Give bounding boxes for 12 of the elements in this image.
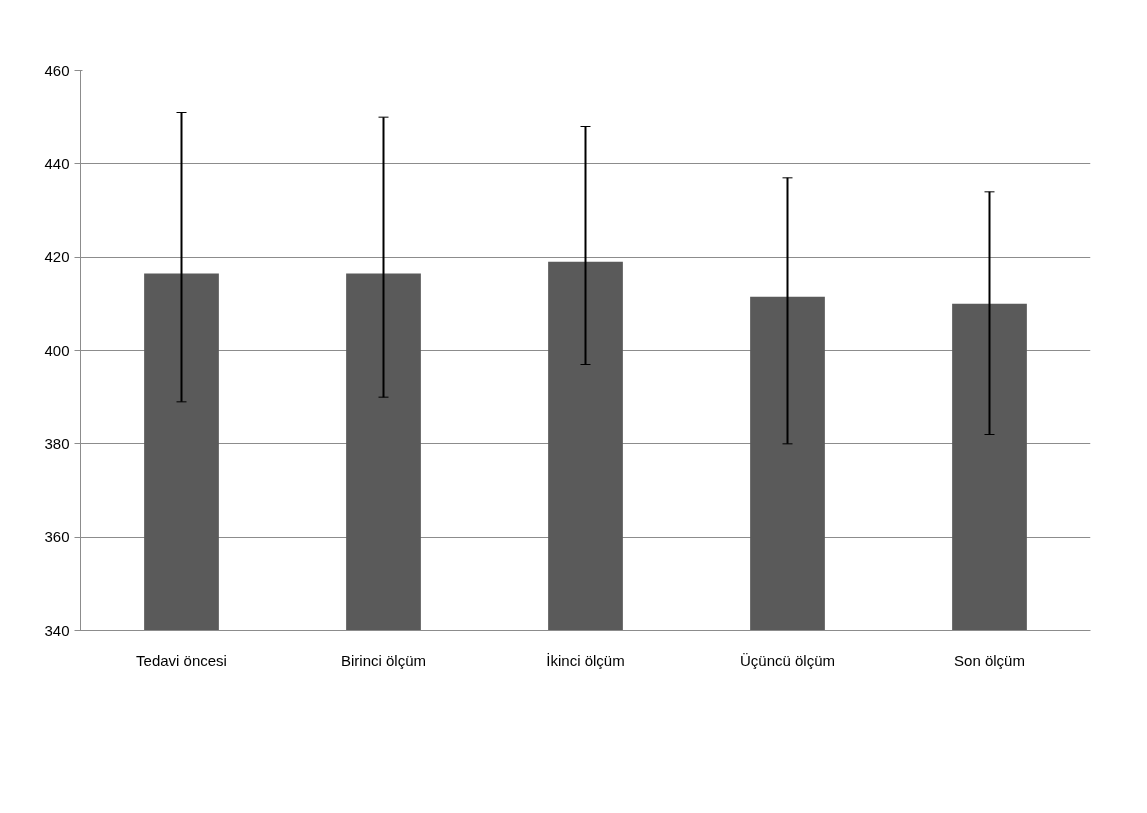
y-tick-label: 380 [44, 434, 70, 452]
y-tick-label: 340 [44, 621, 70, 639]
y-tick-label: 460 [44, 61, 70, 79]
x-tick-label: İkinci ölçüm [546, 651, 625, 669]
x-tick-label: Birinci ölçüm [340, 651, 427, 669]
x-tick-label: Son ölçüm [954, 651, 1025, 669]
y-tick-label: 360 [44, 528, 70, 546]
y-tick-label: 420 [44, 248, 70, 266]
x-tick-label: Üçüncü ölçüm [739, 651, 836, 669]
y-tick-label: 400 [44, 341, 70, 359]
y-tick-label: 440 [44, 154, 70, 172]
x-tick-label: Tedavi öncesi [136, 651, 227, 669]
